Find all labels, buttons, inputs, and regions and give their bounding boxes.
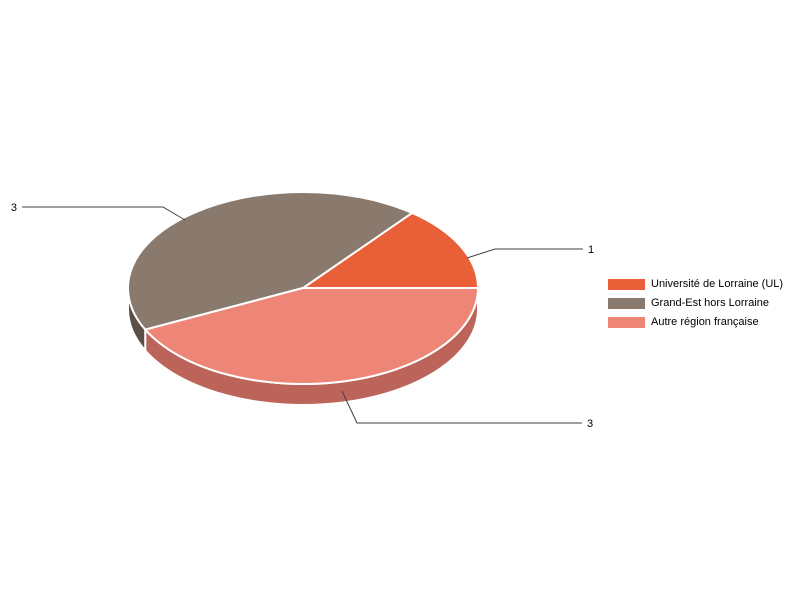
legend-swatch-1 bbox=[608, 297, 645, 309]
legend-swatch-0 bbox=[608, 278, 645, 290]
legend-label-0: Université de Lorraine (UL) bbox=[651, 278, 784, 290]
callout-line-1 bbox=[22, 206, 186, 221]
slice-value-label-1: 3 bbox=[11, 202, 17, 214]
callout-line-0 bbox=[466, 248, 583, 259]
slice-value-label-0: 1 bbox=[588, 244, 594, 256]
legend-item-1: Grand-Est hors Lorraine bbox=[608, 297, 783, 309]
legend-item-0: Université de Lorraine (UL) bbox=[608, 278, 783, 290]
slice-value-label-2: 3 bbox=[587, 418, 593, 430]
pie-slice-1 bbox=[127, 191, 414, 331]
legend-item-2: Autre région française bbox=[608, 316, 783, 328]
callout-line-2 bbox=[341, 390, 582, 424]
legend-swatch-2 bbox=[608, 316, 645, 328]
pie-slice-2 bbox=[144, 287, 479, 385]
chart-legend: Université de Lorraine (UL) Grand-Est hor… bbox=[608, 278, 783, 328]
pie-slice-0 bbox=[302, 211, 479, 289]
legend-label-1: Grand-Est hors Lorraine bbox=[651, 297, 769, 309]
legend-label-2: Autre région française bbox=[651, 316, 759, 328]
